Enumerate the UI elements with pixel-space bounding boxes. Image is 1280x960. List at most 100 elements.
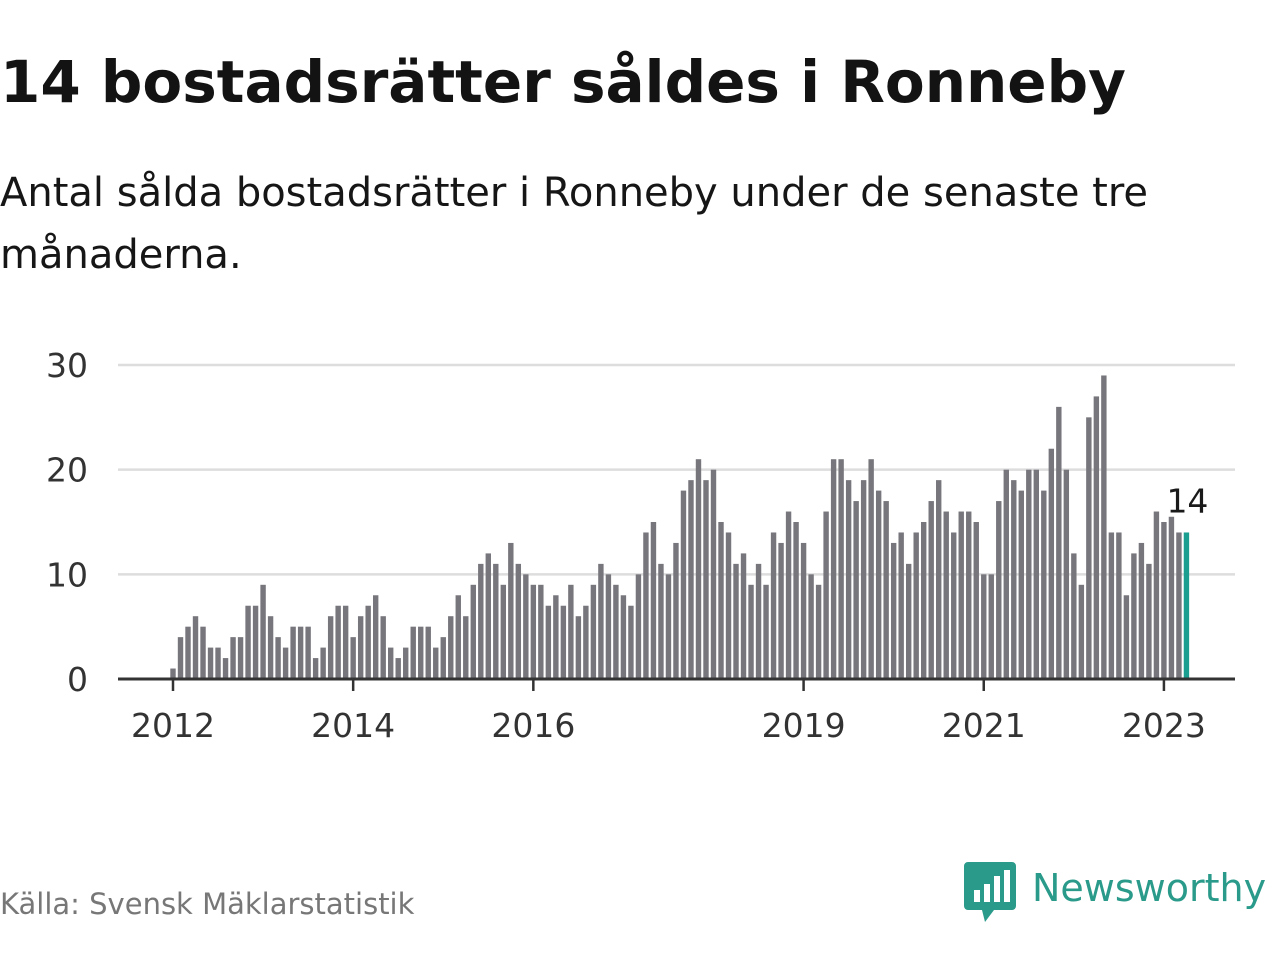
bar	[755, 563, 762, 679]
bar	[695, 459, 702, 679]
bar	[470, 584, 476, 679]
bar	[1131, 553, 1137, 679]
bar	[635, 574, 642, 679]
bar	[305, 626, 311, 679]
bar	[192, 616, 199, 679]
y-tick-label: 30	[46, 346, 88, 385]
bar	[1116, 532, 1122, 679]
x-tick-label: 2016	[491, 706, 575, 745]
bar	[981, 574, 987, 679]
y-tick-label: 0	[67, 660, 88, 699]
bar	[996, 501, 1002, 679]
bar	[853, 501, 859, 679]
bar-chart-speech-bubble-icon	[964, 862, 1016, 922]
bar	[530, 584, 537, 679]
bar	[380, 616, 386, 679]
bar	[988, 574, 994, 679]
bar	[1048, 448, 1055, 679]
bar	[170, 668, 176, 679]
bar	[185, 626, 191, 679]
bar	[913, 532, 919, 679]
bar	[455, 595, 461, 679]
bar	[493, 563, 499, 679]
bar	[478, 563, 484, 679]
bar	[560, 605, 567, 679]
y-axis-ticks: 0 10 20 30	[46, 346, 88, 699]
bar	[740, 553, 747, 679]
bar	[545, 605, 552, 679]
bar	[748, 584, 754, 679]
bar	[1033, 469, 1039, 679]
bar	[763, 584, 769, 679]
bar	[553, 595, 559, 679]
bar	[297, 626, 304, 679]
bar	[703, 480, 709, 679]
bar	[1138, 542, 1145, 679]
bar	[620, 595, 627, 679]
bar	[365, 605, 371, 679]
bar	[538, 584, 544, 679]
x-axis-ticks: 2012 2014 2016 2019 2021 2023	[131, 679, 1206, 745]
bar	[898, 532, 904, 679]
bar	[1078, 584, 1085, 679]
bar	[815, 584, 822, 679]
bar	[282, 647, 289, 679]
bar	[312, 658, 319, 679]
x-tick-label: 2012	[131, 706, 215, 745]
bar	[1168, 516, 1175, 679]
bar	[725, 532, 732, 679]
highlight-bar	[1183, 532, 1190, 679]
bar	[1146, 563, 1152, 679]
bar	[1018, 490, 1024, 679]
bar	[733, 563, 739, 679]
bar	[342, 605, 349, 679]
brand-name: Newsworthy	[1032, 866, 1267, 910]
bar	[252, 605, 259, 679]
bar	[222, 658, 229, 679]
bar	[598, 563, 604, 679]
bar	[943, 511, 949, 679]
bar	[890, 542, 897, 679]
bar	[590, 584, 597, 679]
bar	[215, 647, 221, 679]
bar	[1093, 396, 1100, 679]
bar	[1101, 375, 1107, 679]
bar	[665, 574, 672, 679]
bar	[372, 595, 379, 679]
bar	[718, 522, 724, 679]
bar	[605, 574, 612, 679]
bar	[395, 658, 401, 679]
bar	[778, 542, 784, 679]
bar	[680, 490, 687, 679]
bar	[418, 626, 424, 679]
bar	[237, 637, 244, 679]
bar	[350, 637, 356, 679]
bar	[177, 637, 184, 679]
y-tick-label: 20	[46, 451, 88, 490]
bar	[838, 459, 844, 679]
newsworthy-logo[interactable]: Newsworthy	[964, 862, 1266, 924]
bar	[523, 574, 529, 679]
bar	[643, 532, 649, 679]
bar	[568, 584, 574, 679]
bar	[800, 542, 807, 679]
bar	[425, 626, 431, 679]
bar	[845, 480, 852, 679]
bar	[403, 647, 409, 679]
bar	[710, 469, 717, 679]
bar	[921, 522, 927, 679]
bar	[1041, 490, 1047, 679]
bar	[1063, 469, 1070, 679]
bar	[508, 542, 514, 679]
bar	[875, 490, 882, 679]
bar	[290, 626, 296, 679]
bar	[267, 616, 274, 679]
bar	[245, 605, 251, 679]
bar	[1108, 532, 1115, 679]
bar	[770, 532, 777, 679]
bar	[830, 459, 837, 679]
bar	[1123, 595, 1130, 679]
bar	[883, 501, 889, 679]
bar	[500, 584, 507, 679]
bar	[515, 563, 522, 679]
